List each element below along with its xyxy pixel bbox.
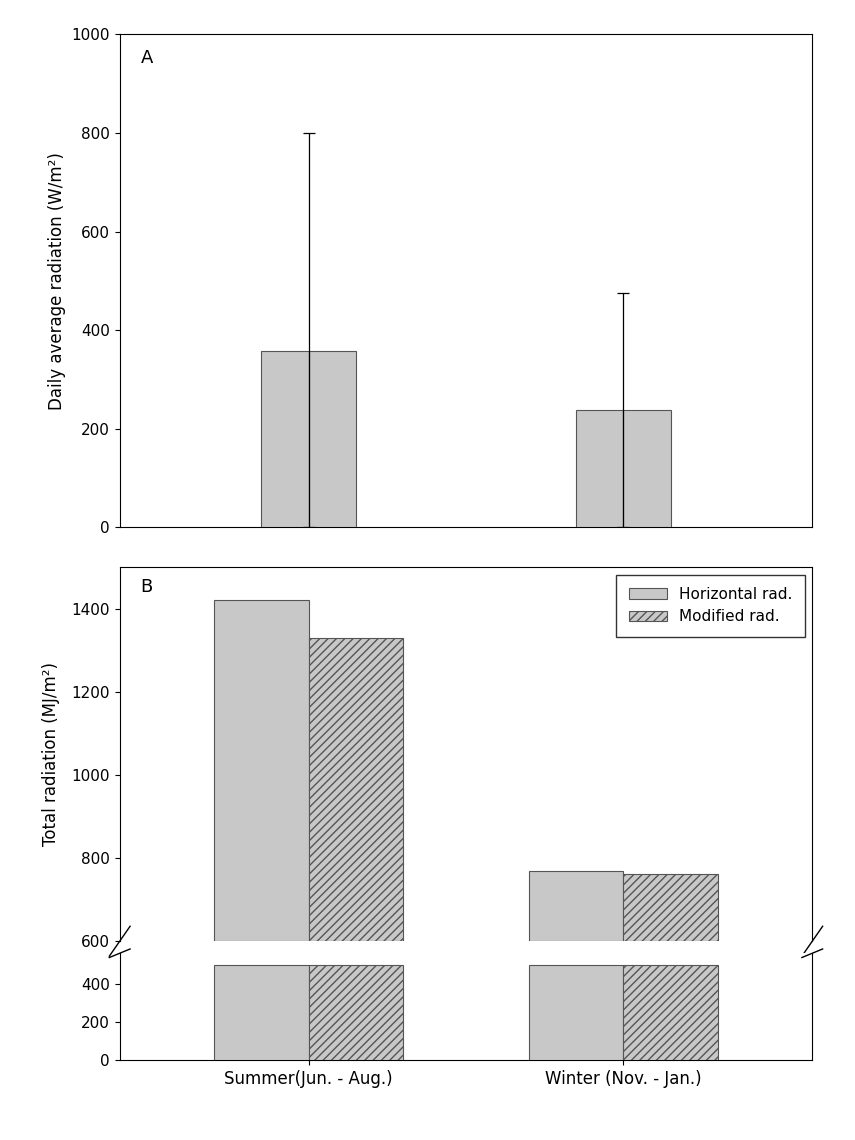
Text: B: B bbox=[140, 578, 153, 596]
Bar bbox=[262, 351, 309, 528]
Bar bbox=[576, 410, 623, 528]
Bar bbox=[623, 874, 718, 942]
Bar bbox=[529, 871, 623, 942]
Bar bbox=[623, 964, 718, 1060]
Bar bbox=[529, 964, 623, 1060]
Bar bbox=[214, 964, 309, 1060]
Bar bbox=[309, 964, 403, 1060]
Bar bbox=[309, 637, 403, 942]
Bar bbox=[309, 351, 356, 528]
Bar bbox=[214, 600, 309, 942]
Text: A: A bbox=[140, 49, 153, 67]
Y-axis label: Daily average radiation (W/m²): Daily average radiation (W/m²) bbox=[48, 152, 66, 409]
Bar bbox=[623, 410, 670, 528]
Y-axis label: Total radiation (MJ/m²): Total radiation (MJ/m²) bbox=[43, 662, 61, 846]
Legend: Horizontal rad., Modified rad.: Horizontal rad., Modified rad. bbox=[616, 575, 805, 636]
